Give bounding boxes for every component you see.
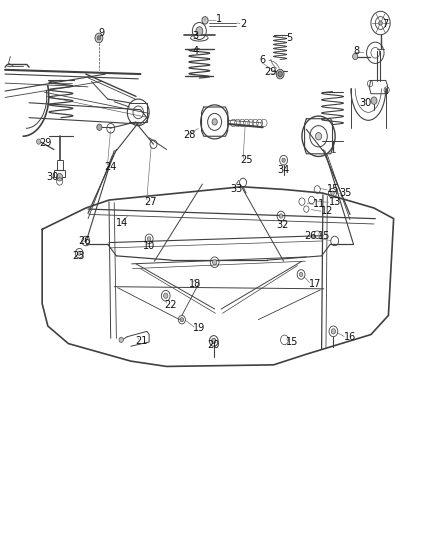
Text: 29: 29 [264,68,277,77]
Text: 8: 8 [353,46,360,56]
Circle shape [276,69,284,79]
Text: 32: 32 [276,220,289,230]
Circle shape [282,158,286,163]
Text: 34: 34 [278,165,290,175]
Circle shape [212,119,217,125]
Text: 25: 25 [240,155,252,165]
Circle shape [278,71,283,77]
Text: 20: 20 [208,340,220,350]
Text: 9: 9 [98,28,104,38]
Text: 11: 11 [313,199,325,209]
Text: 15: 15 [327,184,339,195]
Text: 3: 3 [193,31,199,42]
Text: 5: 5 [286,33,292,43]
Text: 35: 35 [339,188,352,198]
Text: 19: 19 [193,322,205,333]
Circle shape [163,293,168,298]
Text: 12: 12 [321,206,333,216]
Circle shape [78,251,81,255]
Circle shape [279,214,283,218]
Text: 13: 13 [328,197,341,207]
Text: 2: 2 [240,19,246,29]
Text: 10: 10 [143,241,155,251]
Text: 27: 27 [144,197,156,207]
Circle shape [97,36,101,40]
Text: 30: 30 [359,98,371,108]
Text: 28: 28 [183,130,195,140]
Text: 30: 30 [46,172,58,182]
Circle shape [331,191,334,195]
Text: 33: 33 [230,184,243,195]
Circle shape [36,139,41,144]
Text: 24: 24 [105,161,117,172]
Text: 26: 26 [78,236,91,246]
Text: 7: 7 [382,19,388,29]
Text: 15: 15 [318,231,330,241]
Circle shape [331,329,336,334]
Text: 16: 16 [344,332,356,342]
Text: 26: 26 [304,231,317,241]
Circle shape [95,33,103,43]
Text: 18: 18 [189,279,201,288]
Circle shape [97,124,102,131]
Circle shape [119,337,124,343]
Circle shape [196,27,203,35]
Text: 23: 23 [72,251,85,261]
Text: 29: 29 [39,138,51,148]
Circle shape [148,237,151,241]
Circle shape [299,272,303,277]
Circle shape [371,97,377,104]
Circle shape [212,338,216,344]
Text: 17: 17 [309,279,321,288]
Text: 14: 14 [116,218,128,228]
Circle shape [353,53,358,60]
Text: 21: 21 [135,336,148,346]
Text: 15: 15 [286,337,299,347]
Text: 6: 6 [260,55,266,65]
Text: 4: 4 [193,46,199,56]
Text: 22: 22 [164,300,177,310]
Circle shape [180,318,184,322]
Circle shape [57,173,63,181]
Text: 1: 1 [216,14,222,25]
Circle shape [202,17,208,24]
Circle shape [315,133,321,140]
Circle shape [379,21,382,25]
Circle shape [212,260,217,265]
